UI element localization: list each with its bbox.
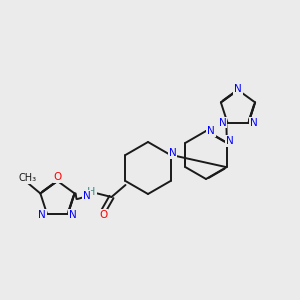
Text: H: H	[87, 187, 96, 197]
Text: N: N	[226, 136, 234, 146]
Text: O: O	[99, 210, 108, 220]
Text: N: N	[250, 118, 257, 128]
Text: N: N	[169, 148, 176, 158]
Text: O: O	[53, 172, 62, 182]
Text: N: N	[38, 210, 46, 220]
Text: N: N	[69, 210, 77, 220]
Text: N: N	[234, 84, 242, 94]
Text: N: N	[82, 191, 90, 201]
Text: N: N	[218, 118, 226, 128]
Text: CH₃: CH₃	[18, 173, 36, 183]
Text: N: N	[207, 126, 215, 136]
